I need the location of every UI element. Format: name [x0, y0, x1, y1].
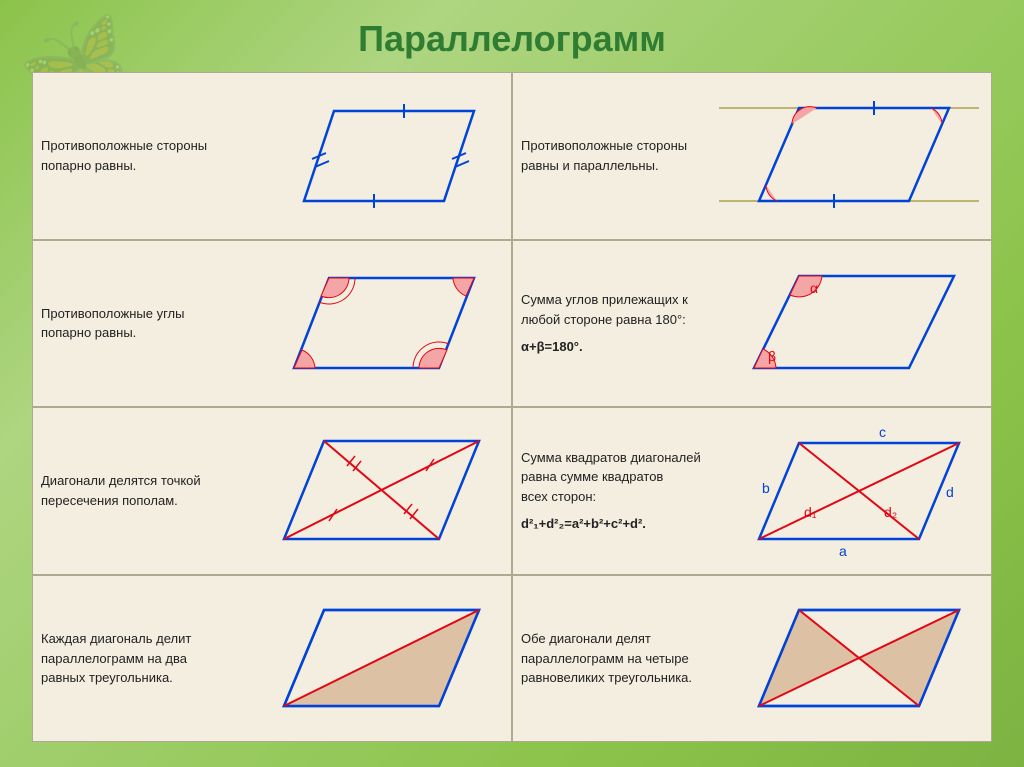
label-d1: d₁ — [804, 504, 817, 520]
figure-diagonals-bisect — [235, 414, 503, 568]
label-b: b — [762, 480, 770, 496]
beta-label: β — [768, 348, 776, 364]
cell-one-diagonal: Каждая диагональ делит параллелограмм на… — [32, 575, 512, 743]
cell-text: Противоположные стороны равны и параллел… — [521, 136, 715, 175]
cell-angles-sum: Сумма углов прилежащих к любой стороне р… — [512, 240, 992, 408]
cell-text: Сумма квадратов диагоналей равна сумме к… — [521, 448, 715, 534]
cell-sides-equal: Противоположные стороны попарно равны. — [32, 72, 512, 240]
properties-grid: Противоположные стороны попарно равны. П… — [32, 72, 992, 742]
cell-diagonals-bisect: Диагонали делятся точкой пересечения поп… — [32, 407, 512, 575]
label-d2: d₂ — [884, 504, 897, 520]
label-d: d — [946, 484, 954, 500]
figure-sides-equal — [235, 79, 503, 233]
cell-text: Диагонали делятся точкой пересечения поп… — [41, 471, 235, 510]
cell-diagonals-squares: Сумма квадратов диагоналей равна сумме к… — [512, 407, 992, 575]
alpha-label: α — [810, 280, 818, 296]
cell-text: Каждая диагональ делит параллелограмм на… — [41, 629, 235, 688]
figure-one-diagonal — [235, 582, 503, 736]
cell-text: Обе диагонали делят параллелограмм на че… — [521, 629, 715, 688]
cell-text: Противоположные стороны попарно равны. — [41, 136, 235, 175]
figure-both-diagonals — [715, 582, 983, 736]
cell-angles-equal: Противоположные углы попарно равны. — [32, 240, 512, 408]
cell-both-diagonals: Обе диагонали делят параллелограмм на че… — [512, 575, 992, 743]
label-c: c — [879, 424, 886, 440]
page-title: Параллелограмм — [0, 0, 1024, 72]
figure-diagonals-squares: a b c d d₁ d₂ — [715, 414, 983, 568]
cell-text: Противоположные углы попарно равны. — [41, 304, 235, 343]
figure-angles-equal — [235, 247, 503, 401]
label-a: a — [839, 543, 847, 559]
figure-angles-sum: β α — [715, 247, 983, 401]
figure-sides-parallel — [715, 79, 983, 233]
cell-text: Сумма углов прилежащих к любой стороне р… — [521, 290, 715, 357]
cell-sides-parallel: Противоположные стороны равны и параллел… — [512, 72, 992, 240]
